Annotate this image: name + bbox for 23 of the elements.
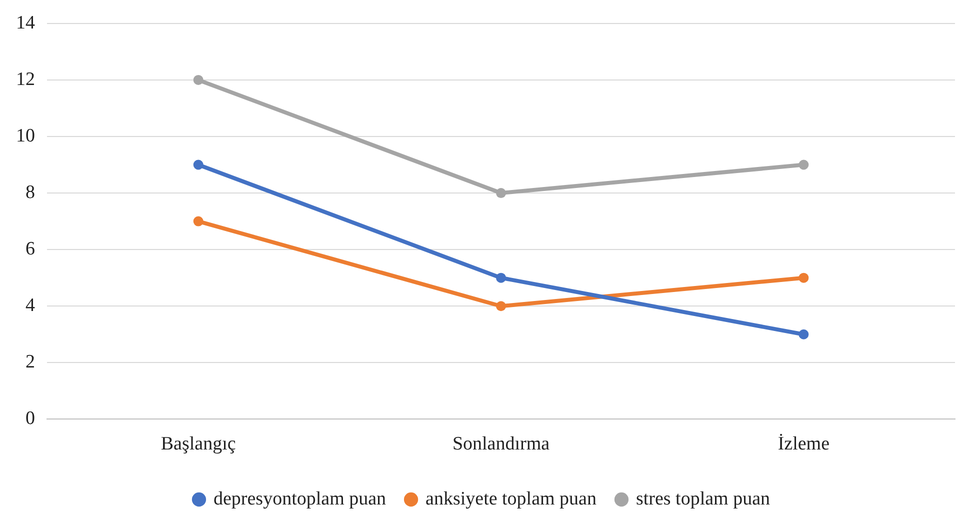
y-tick-label: 8 xyxy=(26,182,35,204)
point xyxy=(496,188,506,198)
x-tick-label: Başlangıç xyxy=(160,434,236,455)
legend-label: anksiyete toplam puan xyxy=(426,488,597,510)
y-tick-label: 4 xyxy=(26,295,36,316)
y-tick-label: 0 xyxy=(26,408,35,430)
legend-label: depresyontoplam puan xyxy=(213,488,387,510)
point xyxy=(798,329,809,340)
x-tick-label: Sonlandırma xyxy=(452,434,550,455)
point xyxy=(798,160,809,170)
point xyxy=(193,216,204,226)
y-tick-label: 6 xyxy=(26,238,35,260)
y-tick-label: 14 xyxy=(16,12,36,34)
legend-label: stres toplam puan xyxy=(636,488,771,510)
y-tick-label: 12 xyxy=(16,68,35,90)
point xyxy=(193,74,204,85)
point xyxy=(798,272,809,283)
y-tick-label: 10 xyxy=(16,125,35,146)
point xyxy=(496,301,506,312)
x-tick-label: İzleme xyxy=(778,434,830,455)
y-tick-label: 2 xyxy=(26,352,35,373)
point xyxy=(496,272,506,283)
point xyxy=(193,160,204,170)
